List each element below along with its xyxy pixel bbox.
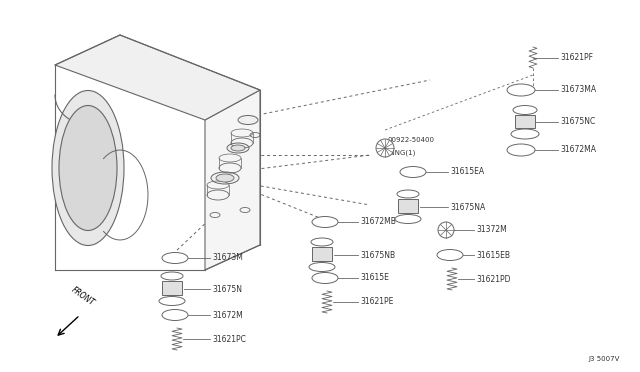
Ellipse shape bbox=[238, 115, 258, 125]
Ellipse shape bbox=[216, 174, 234, 182]
Text: 31615EA: 31615EA bbox=[450, 167, 484, 176]
Text: 31615EB: 31615EB bbox=[476, 250, 510, 260]
Text: 31372M: 31372M bbox=[476, 225, 507, 234]
Ellipse shape bbox=[227, 143, 249, 153]
Text: 31615E: 31615E bbox=[360, 273, 389, 282]
Text: 31673M: 31673M bbox=[212, 253, 243, 263]
Ellipse shape bbox=[376, 139, 394, 157]
Polygon shape bbox=[398, 199, 418, 213]
Ellipse shape bbox=[311, 238, 333, 246]
Text: 31675NB: 31675NB bbox=[360, 250, 395, 260]
Text: J3 5007V: J3 5007V bbox=[589, 356, 620, 362]
Polygon shape bbox=[515, 115, 535, 128]
Ellipse shape bbox=[397, 190, 419, 198]
Ellipse shape bbox=[312, 217, 338, 228]
Ellipse shape bbox=[400, 167, 426, 177]
Ellipse shape bbox=[211, 172, 239, 184]
Ellipse shape bbox=[59, 106, 117, 231]
Ellipse shape bbox=[162, 310, 188, 321]
Ellipse shape bbox=[511, 129, 539, 139]
Text: 31675NA: 31675NA bbox=[450, 202, 485, 212]
Text: 31672MA: 31672MA bbox=[560, 145, 596, 154]
Polygon shape bbox=[162, 281, 182, 295]
Text: 31675N: 31675N bbox=[212, 285, 242, 294]
Text: FRONT: FRONT bbox=[70, 286, 97, 308]
Ellipse shape bbox=[437, 250, 463, 260]
Ellipse shape bbox=[395, 215, 421, 224]
Ellipse shape bbox=[507, 84, 535, 96]
Text: 31672M: 31672M bbox=[212, 311, 243, 320]
Ellipse shape bbox=[507, 144, 535, 156]
Text: 31621PC: 31621PC bbox=[212, 334, 246, 343]
Text: RING(1): RING(1) bbox=[388, 150, 415, 157]
Ellipse shape bbox=[162, 253, 188, 263]
Ellipse shape bbox=[513, 106, 537, 115]
Ellipse shape bbox=[312, 273, 338, 283]
Ellipse shape bbox=[159, 296, 185, 305]
Text: 31621PF: 31621PF bbox=[560, 54, 593, 62]
Text: 31675NC: 31675NC bbox=[560, 118, 595, 126]
Text: 31673MA: 31673MA bbox=[560, 86, 596, 94]
Polygon shape bbox=[205, 90, 260, 270]
Text: 00922-50400: 00922-50400 bbox=[388, 137, 435, 143]
Ellipse shape bbox=[231, 145, 245, 151]
Ellipse shape bbox=[309, 263, 335, 272]
Text: 31621PE: 31621PE bbox=[360, 298, 394, 307]
Ellipse shape bbox=[438, 222, 454, 238]
Polygon shape bbox=[312, 247, 332, 261]
Polygon shape bbox=[55, 35, 260, 120]
Ellipse shape bbox=[52, 90, 124, 246]
Text: 31621PD: 31621PD bbox=[476, 275, 511, 283]
Text: 31672MB: 31672MB bbox=[360, 218, 396, 227]
Ellipse shape bbox=[161, 272, 183, 280]
